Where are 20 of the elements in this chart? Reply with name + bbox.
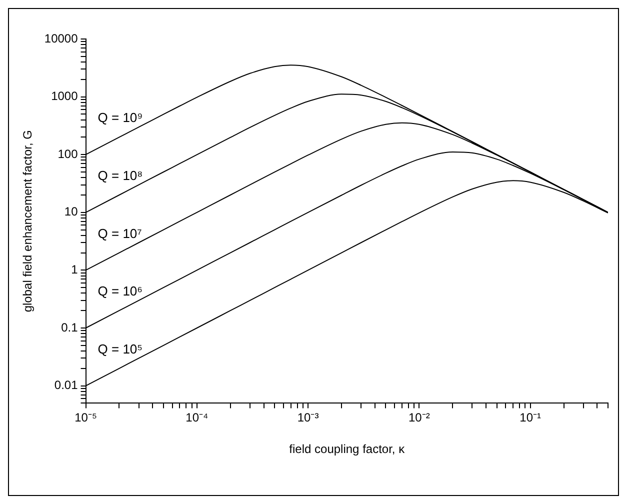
y-tick-label: 100 bbox=[58, 146, 78, 161]
y-tick-label: 10 bbox=[64, 204, 78, 219]
x-tick-label: 10⁻² bbox=[408, 410, 430, 425]
y-tick-label: 0.1 bbox=[61, 320, 78, 334]
series-label: Q = 10⁷ bbox=[98, 226, 142, 241]
y-tick-label: 0.01 bbox=[54, 378, 78, 392]
x-axis-title: field coupling factor, κ bbox=[289, 442, 406, 456]
series-label: Q = 10⁹ bbox=[98, 110, 143, 126]
y-axis-title: global field enhancement factor, G bbox=[20, 130, 35, 312]
series-label: Q = 10⁶ bbox=[98, 284, 143, 299]
x-tick-label: 10⁻⁴ bbox=[186, 410, 208, 425]
y-tick-label: 10000 bbox=[44, 31, 78, 46]
x-tick-label: 10⁻⁵ bbox=[74, 410, 97, 425]
x-tick-label: 10⁻³ bbox=[297, 410, 319, 425]
y-tick-label: 1 bbox=[71, 262, 78, 277]
series-label: Q = 10⁸ bbox=[98, 168, 143, 183]
x-tick-label: 10⁻¹ bbox=[520, 410, 541, 425]
figure-border: field coupling factor, κ global field enhancement factor, G 10⁻⁵ 10⁻⁴ 10⁻³ 10⁻² 10⁻¹ 0.01 0.1 1 10 100 1000 10000 Q = 10⁹ Q = 10⁸ Q = 10⁷ Q = 10⁶ Q = 10⁵ bbox=[8, 8, 619, 496]
series-label: Q = 10⁵ bbox=[98, 341, 143, 356]
y-tick-label: 1000 bbox=[51, 89, 78, 104]
